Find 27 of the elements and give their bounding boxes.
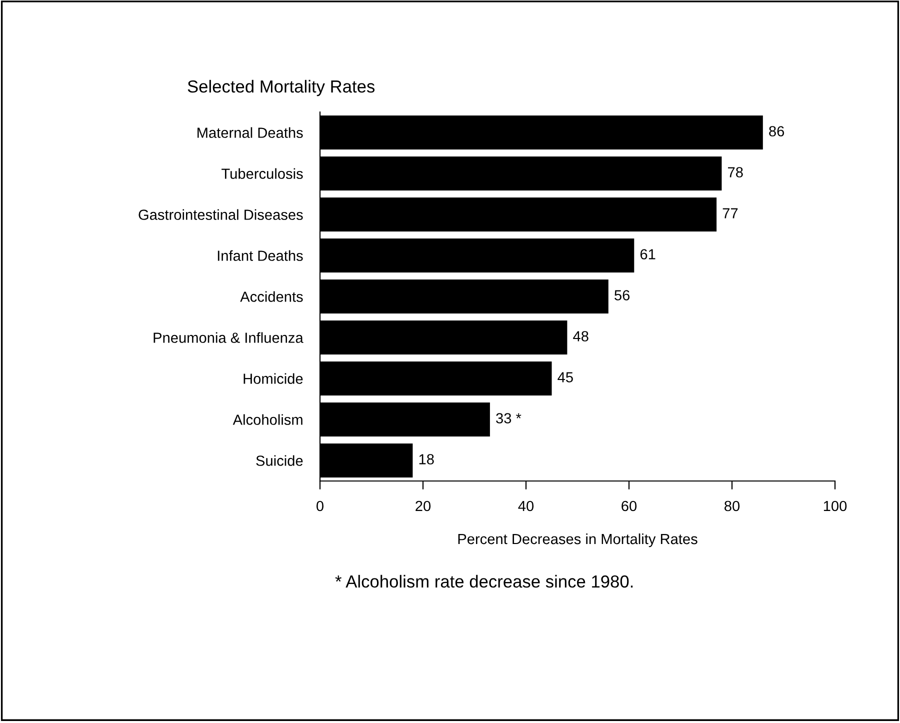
data-label: 77 bbox=[722, 208, 738, 218]
data-label: 61 bbox=[640, 249, 656, 260]
data-label: 78 bbox=[728, 167, 743, 178]
x-tick-label: 100 bbox=[824, 500, 847, 512]
y-tick-label: Suicide bbox=[256, 455, 303, 466]
y-tick-label: Pneumonia & Influenza bbox=[154, 332, 304, 343]
x-tick-label: 60 bbox=[622, 500, 637, 512]
chart-title: Selected Mortality Rates bbox=[188, 80, 375, 96]
data-label: 86 bbox=[769, 126, 784, 136]
data-label: 18 bbox=[419, 454, 434, 464]
data-label: 48 bbox=[573, 331, 588, 342]
x-tick-label: 40 bbox=[518, 500, 534, 512]
y-tick-label: Accidents bbox=[240, 291, 303, 302]
data-label: 56 bbox=[614, 290, 630, 300]
y-tick-label: Gastrointestinal Diseases bbox=[138, 209, 303, 220]
x-tick-label: 0 bbox=[316, 500, 324, 512]
x-axis-title: Percent Decreases in Mortality Rates bbox=[458, 533, 698, 548]
y-tick-label: Homicide bbox=[244, 373, 303, 384]
data-label: 33 * bbox=[496, 413, 522, 424]
y-tick-label: Maternal Deaths bbox=[198, 127, 303, 138]
x-tick-label: 80 bbox=[724, 500, 740, 512]
data-label: 45 bbox=[558, 372, 573, 382]
y-tick-label: Alcoholism bbox=[232, 414, 302, 425]
y-tick-label: Tuberculosis bbox=[222, 168, 303, 179]
text: * Alcoholism rate decrease since 1980. bbox=[335, 574, 633, 588]
x-tick-label: 20 bbox=[416, 500, 431, 512]
y-tick-label: Infant Deaths bbox=[218, 250, 303, 261]
